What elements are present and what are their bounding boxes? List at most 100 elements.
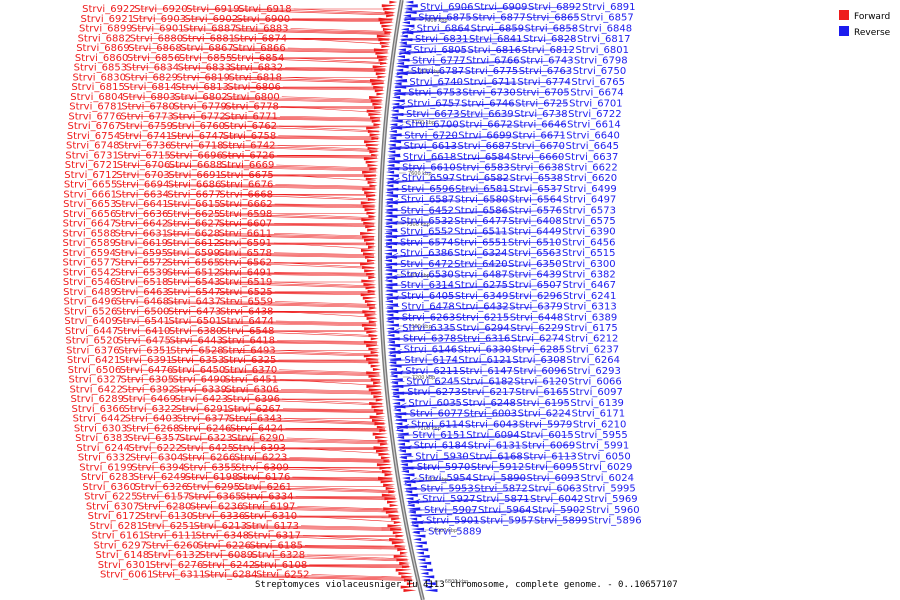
gene-label: Strvi_6903 — [133, 14, 187, 25]
reverse-feature-arrow — [402, 480, 416, 484]
label-connector — [120, 154, 377, 159]
label-connector — [222, 193, 375, 201]
gene-label: Strvi_6619 — [114, 238, 168, 249]
forward-feature-arrow — [380, 456, 391, 460]
gene-label: Strvi_6906 — [420, 2, 474, 13]
gene-label: Strvi_5995 — [582, 484, 636, 495]
reverse-feature-arrow — [401, 473, 415, 477]
label-connector — [118, 252, 375, 259]
forward-feature-arrow — [403, 589, 417, 592]
forward-feature-arrow — [361, 218, 377, 222]
gene-label: Strvi_6261 — [238, 482, 292, 493]
reverse-feature-arrow — [414, 544, 423, 548]
reverse-feature-arrow — [387, 153, 401, 157]
reverse-feature-arrow — [384, 255, 398, 259]
gene-label: Strvi_6403 — [125, 414, 179, 425]
forward-feature-arrow — [368, 113, 383, 116]
label-connector — [171, 301, 376, 307]
label-connector — [174, 135, 379, 140]
label-connector — [121, 340, 378, 345]
gene-label: Strvi_6832 — [230, 63, 284, 74]
reverse-feature-arrow — [422, 582, 436, 586]
forward-feature-arrow — [368, 320, 378, 324]
reverse-feature-arrow — [401, 21, 410, 25]
gene-label: Strvi_6447 — [65, 326, 119, 337]
backbone-highlight — [379, 0, 424, 600]
forward-feature-arrow — [368, 347, 380, 351]
gene-label: Strvi_6584 — [457, 152, 511, 163]
reverse-feature-arrow — [408, 514, 422, 518]
label-connector — [401, 456, 576, 461]
label-connector — [185, 457, 390, 462]
label-connector — [222, 232, 375, 238]
reverse-feature-arrow — [401, 24, 415, 28]
label-connector — [179, 408, 384, 413]
gene-label: Strvi_6525 — [219, 287, 273, 298]
gene-label: Strvi_6094 — [466, 430, 520, 441]
forward-feature-arrow — [376, 92, 385, 96]
reverse-feature-arrow — [397, 48, 406, 52]
gene-label: Strvi_5871 — [476, 494, 530, 505]
gene-label: Strvi_6500 — [116, 306, 170, 317]
label-connector — [223, 184, 376, 188]
label-connector — [395, 413, 570, 420]
gene-label: Strvi_6581 — [455, 184, 509, 195]
gene-label: Strvi_6003 — [464, 409, 518, 420]
gene-label: Strvi_5872 — [474, 484, 528, 495]
forward-feature-arrow — [374, 106, 384, 110]
label-connector — [189, 486, 395, 494]
gene-label: Strvi_6731 — [65, 150, 119, 161]
gene-label: Strvi_6473 — [168, 306, 222, 317]
gene-label: Strvi_6875 — [418, 13, 472, 24]
gene-label: Strvi_6806 — [227, 82, 281, 93]
forward-feature-arrow — [389, 504, 399, 507]
label-connector — [172, 164, 377, 171]
label-connector — [153, 564, 410, 569]
gene-labels: Strvi_6922Strvi_6920Strvi_6919Strvi_6918… — [62, 2, 641, 581]
gene-label: Strvi_6620 — [564, 173, 618, 184]
gene-label: Strvi_6541 — [116, 316, 170, 327]
reverse-feature-arrow — [387, 354, 396, 358]
reverse-feature-arrow — [415, 551, 424, 555]
label-connector — [227, 125, 379, 133]
gene-label: Strvi_6449 — [508, 227, 562, 238]
gene-label: Strvi_5907 — [424, 505, 478, 516]
label-connector — [390, 135, 565, 141]
forward-feature-arrow — [372, 419, 387, 422]
label-connector — [222, 203, 375, 207]
gene-label: Strvi_6572 — [115, 258, 169, 269]
label-connector — [293, 8, 394, 14]
reverse-feature-arrow — [418, 561, 432, 565]
gene-label: Strvi_6477 — [454, 216, 508, 227]
forward-feature-arrow — [392, 531, 404, 535]
gene-label: Strvi_6077 — [410, 409, 464, 420]
label-connector — [230, 86, 384, 89]
gene-label: Strvi_6443 — [169, 336, 223, 347]
forward-feature-arrow — [362, 235, 377, 239]
reverse-feature-arrow — [390, 109, 399, 113]
reverse-feature-arrow — [404, 490, 413, 494]
gene-label: Strvi_6757 — [407, 98, 461, 109]
gene-label: Strvi_6721 — [65, 160, 119, 171]
forward-feature-arrow — [375, 449, 390, 453]
reverse-feature-arrow — [403, 483, 412, 487]
forward-feature-arrow — [372, 65, 388, 69]
gene-label: Strvi_6275 — [455, 280, 509, 291]
gene-label: Strvi_6438 — [220, 306, 274, 317]
forward-feature-arrow — [384, 31, 393, 35]
reverse-feature-arrow — [389, 123, 398, 127]
gene-label: Strvi_6409 — [64, 316, 118, 327]
reverse-feature-arrow — [407, 510, 416, 514]
label-connector — [226, 135, 379, 139]
forward-feature-arrow — [381, 4, 397, 8]
forward-feature-arrow — [373, 395, 384, 399]
forward-feature-arrow — [367, 130, 381, 133]
label-connector — [143, 515, 399, 519]
label-connector — [176, 106, 382, 108]
label-connector — [186, 28, 391, 34]
reverse-feature-arrow — [417, 558, 426, 562]
gene-label: Strvi_6249 — [133, 472, 187, 483]
scale-ticks: 7900 kbp 7800 kbp 7700 kbp 7600 kbp 7500 kbp… — [397, 18, 468, 585]
gene-label: Strvi_6706 — [117, 160, 171, 171]
forward-feature-arrow — [364, 238, 377, 242]
